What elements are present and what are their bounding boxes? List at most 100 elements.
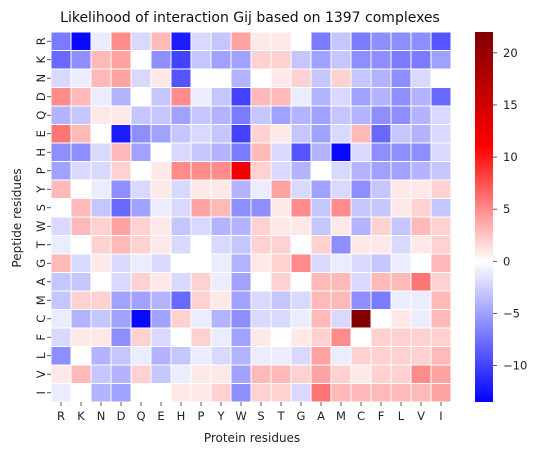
cell-L-C — [350, 346, 372, 366]
cell-Q-K — [70, 105, 92, 125]
cell-K-H — [170, 50, 192, 70]
cell-G-A — [310, 253, 332, 273]
cell-E-P — [190, 124, 212, 144]
cell-K-S — [250, 50, 272, 70]
y-tick-label-A: A — [34, 278, 48, 286]
cell-N-M — [330, 68, 352, 88]
cell-N-P — [190, 68, 212, 88]
cell-L-A — [310, 346, 332, 366]
cell-E-T — [270, 124, 292, 144]
cell-S-E — [150, 198, 172, 218]
cell-P-D — [110, 161, 132, 181]
cell-T-M — [330, 235, 352, 255]
cell-M-K — [70, 290, 92, 310]
cell-K-L — [390, 50, 412, 70]
cell-C-D — [110, 309, 132, 329]
x-axis-label: Protein residues — [204, 431, 300, 445]
cell-Q-L — [390, 105, 412, 125]
cell-Q-I — [430, 105, 452, 125]
cell-A-L — [390, 272, 412, 292]
cell-D-G — [290, 87, 312, 107]
cell-L-T — [270, 346, 292, 366]
x-tick-label-F: F — [378, 409, 385, 423]
cell-Y-W — [230, 179, 252, 199]
cell-Q-H — [170, 105, 192, 125]
cell-I-H — [170, 383, 192, 403]
cell-I-A — [310, 383, 332, 403]
cell-V-W — [230, 364, 252, 384]
cell-A-K — [70, 272, 92, 292]
cell-A-W — [230, 272, 252, 292]
colorbar-tick-label--5: −5 — [503, 306, 520, 320]
cell-M-N — [90, 290, 112, 310]
cell-Y-K — [70, 179, 92, 199]
cell-S-G — [290, 198, 312, 218]
cell-G-Q — [130, 253, 152, 273]
cell-A-T — [270, 272, 292, 292]
cell-R-L — [390, 31, 412, 51]
x-tick-label-E: E — [157, 409, 164, 423]
cell-H-F — [370, 142, 392, 162]
cell-A-N — [90, 272, 112, 292]
cell-Y-P — [190, 179, 212, 199]
cell-S-N — [90, 198, 112, 218]
cell-W-K — [70, 216, 92, 236]
cell-E-E — [150, 124, 172, 144]
cell-E-H — [170, 124, 192, 144]
y-tick-label-M: M — [34, 295, 48, 305]
cell-T-N — [90, 235, 112, 255]
cell-C-N — [90, 309, 112, 329]
cell-W-P — [190, 216, 212, 236]
chart-title: Likelihood of interaction Gij based on 1… — [60, 10, 440, 26]
cell-N-L — [390, 68, 412, 88]
cell-Y-I — [430, 179, 452, 199]
cell-Q-F — [370, 105, 392, 125]
cell-W-L — [390, 216, 412, 236]
cell-Y-M — [330, 179, 352, 199]
cell-N-S — [250, 68, 272, 88]
cell-E-V — [410, 124, 432, 144]
cell-G-L — [390, 253, 412, 273]
cell-M-Y — [210, 290, 232, 310]
cell-H-E — [150, 142, 172, 162]
cell-S-S — [250, 198, 272, 218]
cell-H-R — [50, 142, 72, 162]
cell-T-V — [410, 235, 432, 255]
cell-P-W — [230, 161, 252, 181]
cell-T-S — [250, 235, 272, 255]
cell-H-D — [110, 142, 132, 162]
cell-E-N — [90, 124, 112, 144]
cell-S-C — [350, 198, 372, 218]
cell-P-V — [410, 161, 432, 181]
x-tick-label-Q: Q — [136, 409, 145, 423]
cell-W-T — [270, 216, 292, 236]
cell-W-R — [50, 216, 72, 236]
cell-F-P — [190, 327, 212, 347]
colorbar — [475, 32, 493, 402]
cell-G-G — [290, 253, 312, 273]
cell-Y-Q — [130, 179, 152, 199]
cell-D-P — [190, 87, 212, 107]
cell-T-H — [170, 235, 192, 255]
cell-I-K — [70, 383, 92, 403]
cell-E-A — [310, 124, 332, 144]
cell-K-K — [70, 50, 92, 70]
cell-N-N — [90, 68, 112, 88]
cell-K-W — [230, 50, 252, 70]
cell-M-H — [170, 290, 192, 310]
colorbar-tick-label-15: 15 — [503, 98, 518, 112]
cell-C-P — [190, 309, 212, 329]
cell-Y-Y — [210, 179, 232, 199]
cell-C-Y — [210, 309, 232, 329]
x-tick-label-T: T — [276, 409, 285, 423]
cell-A-S — [250, 272, 272, 292]
cell-G-H — [170, 253, 192, 273]
cell-F-I — [430, 327, 452, 347]
cell-V-P — [190, 364, 212, 384]
cell-I-Y — [210, 383, 232, 403]
cell-E-C — [350, 124, 372, 144]
cell-Y-T — [270, 179, 292, 199]
cell-W-G — [290, 216, 312, 236]
cell-S-Q — [130, 198, 152, 218]
cell-L-G — [290, 346, 312, 366]
